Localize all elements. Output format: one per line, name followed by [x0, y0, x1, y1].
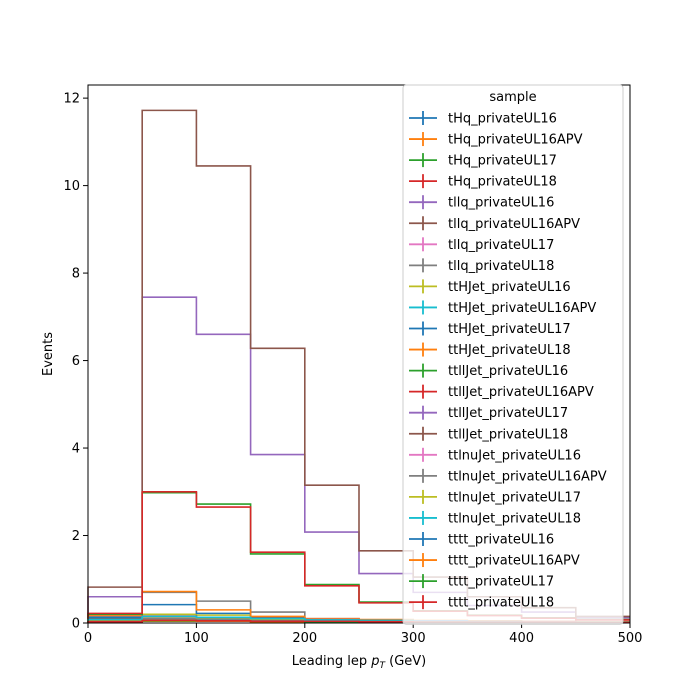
legend-entry: ttlnuJet_privateUL18 [409, 510, 581, 526]
y-axis: 0 2 4 6 8 10 12 [63, 92, 88, 632]
legend-entry: ttHJet_privateUL17 [409, 321, 571, 337]
legend-entry: ttlnuJet_privateUL16 [409, 447, 581, 463]
legend-label: ttHJet_privateUL17 [448, 322, 571, 337]
y-tick-label: 4 [72, 442, 80, 457]
y-tick-label: 10 [63, 179, 80, 194]
legend-entry: ttHJet_privateUL18 [409, 342, 571, 358]
legend-entry: tllq_privateUL17 [409, 237, 554, 253]
legend-label: tHq_privateUL16 [448, 112, 557, 127]
legend-title: sample [489, 90, 536, 105]
legend-entry: ttlnuJet_privateUL17 [409, 489, 581, 505]
legend-label: ttlnuJet_privateUL18 [448, 511, 581, 526]
legend-label: tHq_privateUL18 [448, 175, 557, 190]
legend-entry: tttt_privateUL18 [409, 595, 554, 611]
legend-label: tttt_privateUL16 [448, 533, 554, 548]
x-axis: 0 100 200 300 400 500 [84, 623, 643, 646]
legend-entry: tttt_privateUL16 [409, 532, 554, 548]
legend-entry: tHq_privateUL18 [409, 174, 557, 190]
legend-label: tHq_privateUL16APV [448, 133, 583, 148]
x-tick-label: 300 [401, 631, 426, 646]
legend-entry: tttt_privateUL17 [409, 574, 554, 590]
legend-label: ttlnuJet_privateUL16 [448, 448, 581, 463]
legend-entry: tllq_privateUL18 [409, 258, 554, 274]
legend-label: ttllJet_privateUL16 [448, 364, 568, 379]
y-tick-label: 8 [72, 267, 80, 282]
legend-entry: ttllJet_privateUL16 [409, 363, 568, 379]
legend-entry: tHq_privateUL16APV [409, 132, 583, 148]
legend-entry: tttt_privateUL16APV [409, 553, 580, 569]
x-tick-label: 200 [292, 631, 317, 646]
y-tick-label: 2 [72, 529, 80, 544]
x-tick-label: 100 [184, 631, 209, 646]
legend-entry: tllq_privateUL16APV [409, 216, 580, 232]
legend-entry: ttHJet_privateUL16 [409, 279, 571, 295]
y-axis-label: Events [41, 332, 56, 376]
legend-label: tttt_privateUL16APV [448, 554, 580, 569]
legend-label: ttllJet_privateUL17 [448, 406, 568, 421]
legend-box [402, 84, 624, 625]
legend-entry: tHq_privateUL17 [409, 153, 557, 169]
axes-frame [87, 84, 631, 624]
x-tick-label: 400 [509, 631, 534, 646]
x-tick-label: 500 [618, 631, 643, 646]
legend-label: tllq_privateUL16 [448, 196, 554, 211]
legend-label: ttllJet_privateUL16APV [448, 385, 594, 400]
legend-label: ttllJet_privateUL18 [448, 427, 568, 442]
legend-label: ttHJet_privateUL18 [448, 343, 571, 358]
legend-entry: ttllJet_privateUL17 [409, 405, 568, 421]
legend-label: tHq_privateUL17 [448, 154, 557, 169]
y-tick-label: 12 [63, 92, 80, 107]
legend-entry: ttlnuJet_privateUL16APV [409, 468, 607, 484]
legend-entry: ttHJet_privateUL16APV [409, 300, 596, 316]
legend: sample tHq_privateUL16 tHq_privateUL16APVt… [402, 84, 624, 625]
y-tick-label: 6 [72, 354, 80, 369]
legend-label: tttt_privateUL17 [448, 575, 554, 590]
legend-label: ttlnuJet_privateUL16APV [448, 469, 607, 484]
legend-label: tllq_privateUL17 [448, 238, 554, 253]
x-tick-label: 0 [84, 631, 92, 646]
legend-entry: ttllJet_privateUL18 [409, 426, 568, 442]
legend-label: tttt_privateUL18 [448, 596, 554, 611]
legend-entry: tllq_privateUL16 [409, 195, 554, 211]
legend-label: ttlnuJet_privateUL17 [448, 490, 581, 505]
legend-label: ttHJet_privateUL16 [448, 280, 571, 295]
x-axis-label: Leading lep pT (GeV) [292, 654, 426, 671]
y-tick-label: 0 [72, 617, 80, 632]
legend-label: tllq_privateUL18 [448, 259, 554, 274]
legend-label: ttHJet_privateUL16APV [448, 301, 596, 316]
legend-entry: ttllJet_privateUL16APV [409, 384, 594, 400]
legend-label: tllq_privateUL16APV [448, 217, 580, 232]
legend-entry: tHq_privateUL16 [409, 111, 557, 127]
